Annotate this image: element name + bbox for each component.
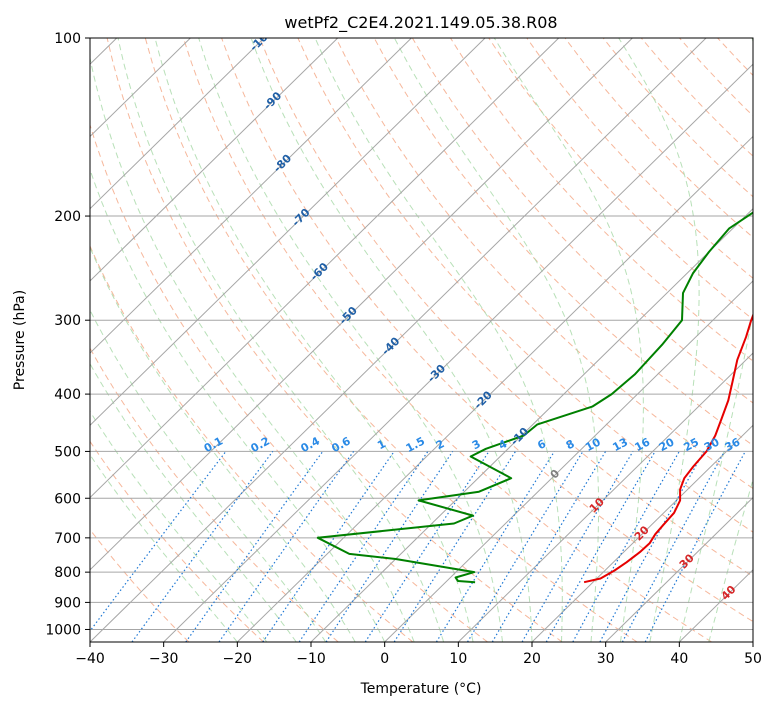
isotherm-line	[163, 63, 753, 642]
isotherm-line	[90, 38, 265, 210]
x-tick-label: 10	[449, 651, 467, 667]
dry-adiabat	[221, 38, 753, 623]
mixing-ratio-label: 10	[583, 435, 603, 454]
mixing-ratio-line	[262, 451, 395, 642]
y-tick-label: 300	[54, 313, 81, 329]
isotherm-line	[384, 280, 753, 642]
x-tick-label: 20	[523, 651, 541, 667]
dry-adiabat	[90, 440, 264, 642]
mixing-ratio-line	[491, 451, 607, 642]
dry-adiabat	[411, 38, 753, 404]
x-tick-label: −20	[223, 651, 253, 667]
y-tick-label: 600	[54, 491, 81, 507]
dry-adiabat	[373, 38, 753, 447]
y-tick-label: 200	[54, 209, 81, 225]
x-tick-label: 50	[744, 651, 762, 667]
isotherm-line	[236, 135, 753, 642]
mixing-ratio-label: 20	[657, 435, 677, 454]
isotherm-line	[752, 641, 753, 642]
grid-layer	[90, 38, 775, 642]
y-tick-label: 900	[54, 595, 81, 611]
mixing-ratio-line	[185, 451, 324, 642]
x-tick-label: −10	[296, 651, 326, 667]
y-tick-label: 800	[54, 565, 81, 581]
isotherm-line	[90, 38, 412, 354]
dry-adiabat	[259, 38, 753, 578]
moist-adiabat	[90, 362, 297, 642]
isotherm-line	[531, 424, 753, 642]
moist-adiabat	[198, 38, 503, 642]
mixing-ratio-line	[298, 451, 429, 642]
mixing-ratio-label: 25	[681, 435, 701, 454]
mixing-ratio-label: 36	[723, 435, 743, 454]
mixing-ratio-label: 16	[633, 435, 653, 454]
x-tick-label: −40	[75, 651, 105, 667]
moist-adiabat	[90, 453, 238, 642]
dry-adiabat	[90, 244, 414, 642]
moist-adiabat	[678, 38, 753, 642]
y-tick-label: 700	[54, 531, 81, 547]
isotherm-line	[605, 496, 753, 642]
y-tick-label: 400	[54, 387, 81, 403]
moist-adiabat	[154, 38, 474, 642]
mixing-ratio-label: 13	[610, 435, 630, 454]
x-tick-label: 0	[380, 651, 389, 667]
moist-adiabat	[90, 246, 356, 642]
dry-adiabat	[106, 38, 563, 642]
moist-adiabat	[618, 38, 700, 642]
isotherm-line	[90, 38, 560, 499]
isotherm-line	[90, 38, 486, 427]
mixing-ratio-line	[599, 451, 705, 642]
isotherm-line	[90, 38, 633, 571]
x-tick-label: 40	[670, 651, 688, 667]
moist-adiabat	[393, 38, 600, 642]
moist-adiabat	[90, 309, 327, 642]
mixing-ratio-line	[572, 451, 680, 642]
x-tick-label: −30	[149, 651, 179, 667]
mixing-ratio-label: 30	[702, 435, 722, 454]
moist-adiabat	[117, 38, 445, 642]
y-tick-label: 1000	[45, 622, 81, 638]
dry-adiabat	[90, 123, 488, 642]
dry-adiabat	[90, 347, 339, 642]
x-axis-title: Temperature (°C)	[360, 681, 482, 697]
moist-adiabat	[708, 477, 753, 642]
isotherm-line	[90, 38, 339, 282]
isotherm-line	[457, 352, 753, 642]
mixing-ratio-line	[90, 451, 227, 633]
dry-adiabat	[450, 38, 753, 362]
mixing-ratio-line	[364, 451, 490, 642]
mixing-ratio-line	[218, 451, 355, 642]
dewpoint-profile-line	[316, 211, 753, 584]
mixing-ratio-line	[466, 451, 584, 642]
isotherm-line	[310, 207, 753, 642]
axis-layer: −40 −30 −20 −10 0 10 20 30 40 50 1000 900 800 700 600 5…	[45, 31, 762, 667]
dry-adiabat	[488, 38, 753, 321]
moist-adiabat	[90, 410, 268, 642]
mixing-ratio-line	[545, 451, 656, 642]
mixing-ratio-line	[325, 451, 454, 642]
y-tick-label: 500	[54, 444, 81, 460]
temperature-profile-line	[583, 312, 753, 584]
y-tick-label: 100	[54, 31, 81, 47]
plot-frame	[89, 37, 754, 643]
moist-adiabat	[493, 38, 644, 642]
series-layer	[316, 211, 753, 584]
dry-adiabat	[144, 38, 638, 642]
x-tick-label: 30	[597, 651, 615, 667]
dry-adiabat	[756, 38, 775, 642]
moist-adiabat	[314, 38, 563, 642]
y-axis-title: Pressure (hPa)	[12, 290, 28, 390]
mixing-ratio-line	[393, 451, 517, 642]
plot-area	[90, 38, 753, 642]
chart-title: wetPf2_C2E4.2021.149.05.38.R08	[284, 13, 557, 33]
dry-adiabat	[182, 38, 712, 642]
isotherm-line	[90, 38, 707, 642]
moist-adiabat	[250, 38, 533, 642]
mixing-ratio-line	[521, 451, 634, 642]
dry-adiabat	[335, 38, 753, 490]
